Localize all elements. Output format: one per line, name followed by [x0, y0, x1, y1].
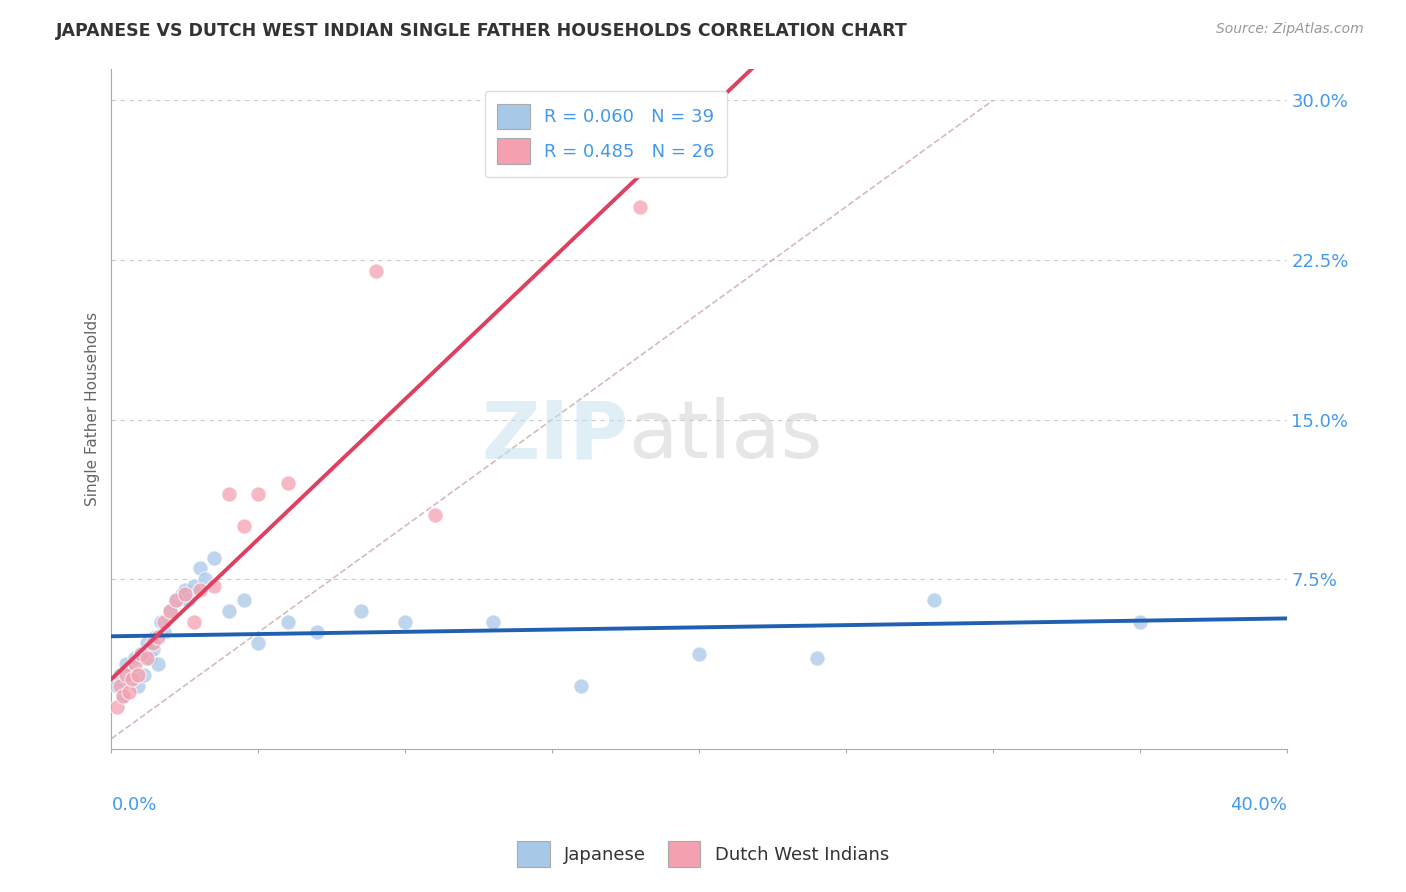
Point: [124, 657, 146, 672]
Point: [194, 572, 217, 586]
Point: [350, 604, 373, 618]
Point: [129, 647, 152, 661]
Point: [232, 593, 254, 607]
Point: [482, 615, 505, 629]
Point: [688, 647, 710, 661]
Point: [118, 685, 141, 699]
Point: [112, 689, 135, 703]
Point: [571, 679, 593, 693]
Point: [170, 587, 193, 601]
Point: [110, 668, 132, 682]
Legend: R = 0.060   N = 39, R = 0.485   N = 26: R = 0.060 N = 39, R = 0.485 N = 26: [485, 91, 727, 177]
Point: [183, 578, 205, 592]
Point: [423, 508, 446, 523]
Point: [307, 625, 329, 640]
Point: [105, 679, 128, 693]
Point: [165, 593, 187, 607]
Point: [153, 615, 176, 629]
Point: [159, 604, 181, 618]
Point: [922, 593, 945, 607]
Text: 0.0%: 0.0%: [111, 797, 157, 814]
Point: [188, 561, 211, 575]
Text: atlas: atlas: [628, 397, 823, 475]
Point: [129, 647, 152, 661]
Point: [277, 615, 299, 629]
Point: [202, 578, 225, 592]
Point: [121, 664, 143, 678]
Point: [145, 630, 167, 644]
Point: [806, 651, 828, 665]
Point: [112, 689, 135, 703]
Point: [115, 668, 138, 682]
Point: [202, 550, 225, 565]
Point: [127, 668, 149, 682]
Point: [141, 636, 163, 650]
Point: [218, 487, 240, 501]
Point: [159, 604, 181, 618]
Point: [394, 615, 416, 629]
Point: [150, 615, 173, 629]
Point: [173, 587, 195, 601]
Point: [118, 672, 141, 686]
Point: [218, 604, 240, 618]
Point: [124, 651, 146, 665]
Point: [141, 642, 163, 657]
Text: 40.0%: 40.0%: [1230, 797, 1286, 814]
Point: [127, 679, 149, 693]
Point: [110, 679, 132, 693]
Point: [121, 672, 143, 686]
Point: [177, 593, 200, 607]
Point: [135, 651, 157, 665]
Point: [183, 615, 205, 629]
Text: JAPANESE VS DUTCH WEST INDIAN SINGLE FATHER HOUSEHOLDS CORRELATION CHART: JAPANESE VS DUTCH WEST INDIAN SINGLE FAT…: [56, 22, 908, 40]
Legend: Japanese, Dutch West Indians: Japanese, Dutch West Indians: [510, 834, 896, 874]
Point: [247, 487, 270, 501]
Point: [232, 519, 254, 533]
Point: [115, 657, 138, 672]
Point: [364, 263, 387, 277]
Point: [148, 630, 170, 644]
Text: ZIP: ZIP: [481, 397, 628, 475]
Point: [165, 593, 187, 607]
Point: [153, 625, 176, 640]
Point: [148, 657, 170, 672]
Point: [173, 582, 195, 597]
Point: [138, 651, 160, 665]
Point: [188, 582, 211, 597]
Point: [132, 668, 155, 682]
Point: [105, 699, 128, 714]
Y-axis label: Single Father Households: Single Father Households: [86, 312, 100, 506]
Point: [135, 636, 157, 650]
Text: Source: ZipAtlas.com: Source: ZipAtlas.com: [1216, 22, 1364, 37]
Point: [628, 200, 651, 214]
Point: [1129, 615, 1152, 629]
Point: [247, 636, 270, 650]
Point: [277, 476, 299, 491]
